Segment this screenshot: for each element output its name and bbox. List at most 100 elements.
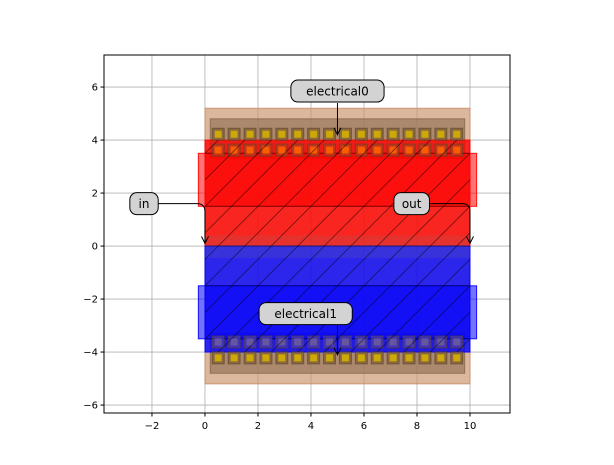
via [230,354,238,362]
via [437,146,445,154]
via [437,354,445,362]
annotation-arrow [423,203,471,244]
arrowhead-icon [333,127,342,136]
y-tick-label: −2 [83,295,98,306]
x-tick-label: 0 [202,421,208,432]
hatch-lines [204,127,614,365]
via [421,130,429,138]
via [214,130,222,138]
hatch-line [244,140,458,353]
via [326,146,334,154]
hatch-line [523,127,614,365]
via [262,130,270,138]
via [453,146,461,154]
via [294,130,302,138]
via [326,130,334,138]
via [310,338,318,346]
via [326,338,334,346]
via [389,130,397,138]
hatch-line [376,258,470,353]
hatch-line [403,285,470,353]
via [246,338,254,346]
x-tick-label: 4 [308,421,314,432]
via [246,130,254,138]
annotation-arrow [156,203,206,244]
hatch-line [204,140,378,313]
via [453,338,461,346]
via [214,146,222,154]
via [262,354,270,362]
via [230,130,238,138]
hatch-line [270,152,470,353]
port-label-out: out [402,197,422,211]
via [294,146,302,154]
via [246,354,254,362]
x-tick-label: 2 [255,421,261,432]
via [341,338,349,346]
via [341,354,349,362]
y-tick-label: −6 [83,401,98,412]
y-tick-label: 6 [92,83,98,94]
hatch-line [496,127,614,365]
y-tick-label: 2 [92,189,98,200]
via [405,130,413,138]
hatch-line [297,179,470,353]
via [453,354,461,362]
annotation-box [290,79,385,103]
via [341,130,349,138]
via [373,130,381,138]
via [278,354,286,362]
via [357,130,365,138]
via [405,354,413,362]
via [373,354,381,362]
port-label-in: in [139,197,150,211]
via [310,130,318,138]
via [230,338,238,346]
via [421,354,429,362]
via [453,130,461,138]
via [421,146,429,154]
x-tick-label: 10 [464,421,477,432]
axes-frame [103,54,511,414]
via [214,338,222,346]
y-tick-label: 4 [92,136,98,147]
via [246,146,254,154]
y-tick-label: −4 [83,348,98,359]
hatch-line [204,140,352,287]
via [373,146,381,154]
y-tick-label: 0 [92,242,98,253]
via [373,338,381,346]
hatch-line [204,140,246,181]
x-tick-label: −2 [145,421,160,432]
via [405,146,413,154]
via [389,338,397,346]
port-label-electrical0: electrical0 [306,85,369,99]
annotation-box [393,192,430,216]
via [278,130,286,138]
arrowhead-icon [466,236,474,245]
hatch-line [323,205,470,353]
via [341,146,349,154]
via [310,354,318,362]
hatch-line [204,140,325,260]
via [214,354,222,362]
hatch-line [204,140,272,207]
via [389,354,397,362]
waveguide-strip [204,235,470,258]
via [405,338,413,346]
via [278,146,286,154]
via [262,338,270,346]
hatch-line [204,140,299,234]
port-label-electrical1: electrical1 [274,307,337,321]
port-annotations: electrical0 in out electrical1 [129,79,474,356]
via [294,338,302,346]
hatch-line [204,140,405,340]
via [357,354,365,362]
via [326,354,334,362]
via [421,338,429,346]
hatch-line [217,140,431,353]
via [262,146,270,154]
x-tick-label: 8 [414,421,420,432]
